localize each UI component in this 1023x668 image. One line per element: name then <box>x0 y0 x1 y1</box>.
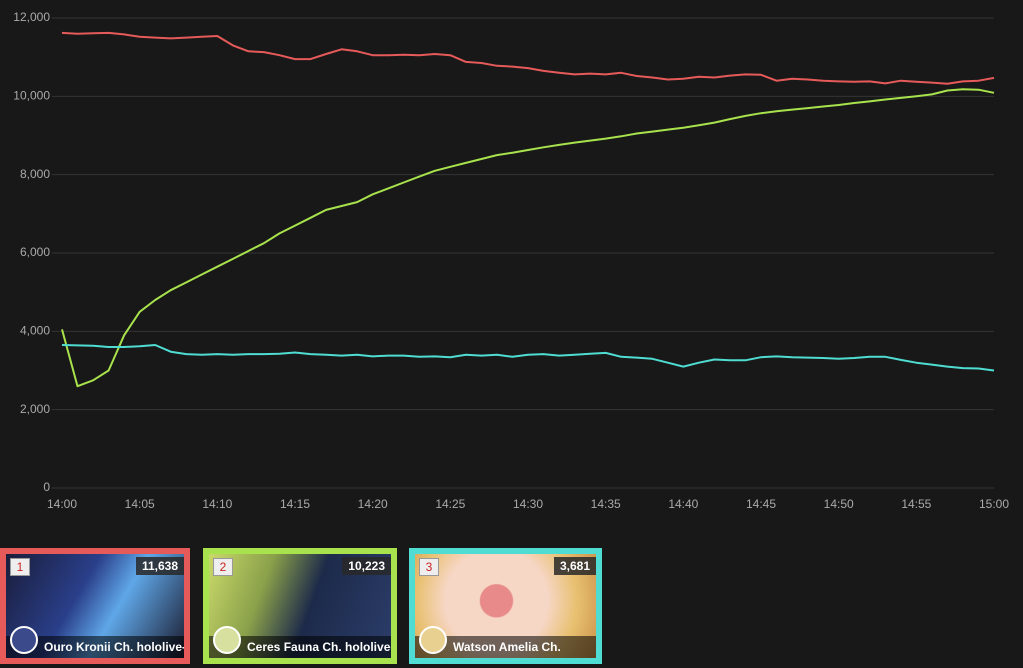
avatar <box>10 626 38 654</box>
avatar <box>419 626 447 654</box>
x-tick-label: 14:55 <box>901 497 931 511</box>
avatar <box>213 626 241 654</box>
x-tick-label: 14:40 <box>668 497 698 511</box>
y-tick-label: 2,000 <box>20 402 50 416</box>
y-tick-label: 12,000 <box>13 10 50 24</box>
x-tick-label: 14:25 <box>435 497 465 511</box>
y-tick-label: 6,000 <box>20 245 50 259</box>
stream-card[interactable]: 2 10,223 Ceres Fauna Ch. hololive- <box>203 548 397 664</box>
x-tick-label: 14:45 <box>746 497 776 511</box>
x-tick-label: 14:35 <box>591 497 621 511</box>
y-tick-label: 8,000 <box>20 167 50 181</box>
x-tick-label: 14:15 <box>280 497 310 511</box>
series-line <box>61 344 995 372</box>
chart: 0 2,000 4,000 6,000 8,000 10,000 12,000 14:00 14… <box>13 10 1009 511</box>
stream-card[interactable]: 3 3,681 Watson Amelia Ch. <box>409 548 602 664</box>
rank: 3 <box>419 558 439 576</box>
x-tick-label: 14:10 <box>202 497 232 511</box>
series-line <box>61 88 995 388</box>
viewer-count: 10,223 <box>342 557 391 575</box>
channel-name: Watson Amelia Ch. <box>415 636 596 658</box>
x-tick-label: 14:00 <box>47 497 77 511</box>
viewer-count: 3,681 <box>553 557 596 575</box>
rank: 1 <box>10 558 30 576</box>
y-tick-label: 0 <box>43 480 50 494</box>
y-tick-label: 4,000 <box>20 324 50 338</box>
channel-name: Ouro Kronii Ch. hololive- <box>6 636 184 658</box>
x-tick-label: 14:30 <box>513 497 543 511</box>
x-tick-label: 15:00 <box>979 497 1009 511</box>
series-line <box>61 31 995 85</box>
x-tick-label: 14:20 <box>358 497 388 511</box>
y-tick-label: 10,000 <box>13 89 50 103</box>
rank: 2 <box>213 558 233 576</box>
channel-name: Ceres Fauna Ch. hololive- <box>209 636 391 658</box>
x-tick-label: 14:50 <box>824 497 854 511</box>
viewer-count: 11,638 <box>135 557 184 575</box>
x-tick-label: 14:05 <box>125 497 155 511</box>
stream-card[interactable]: 1 11,638 Ouro Kronii Ch. hololive- <box>0 548 190 664</box>
